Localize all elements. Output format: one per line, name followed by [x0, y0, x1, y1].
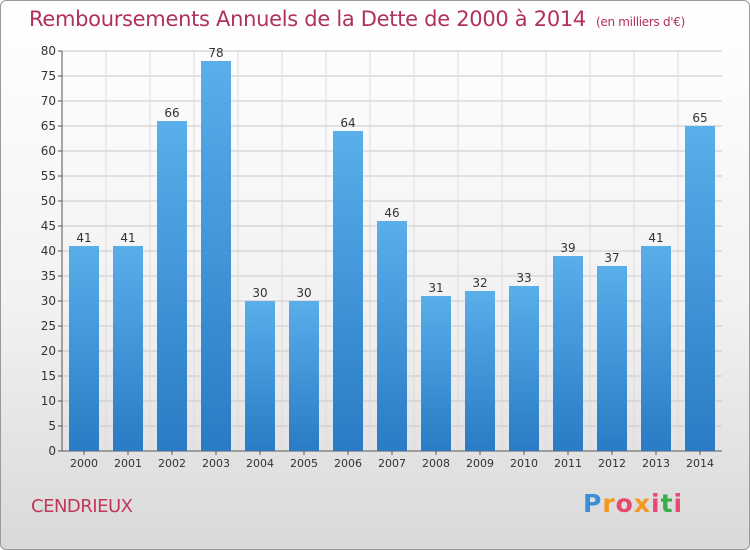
- x-tick-label: 2007: [378, 457, 406, 470]
- bar-value-label: 78: [208, 46, 223, 60]
- bars: [69, 61, 715, 451]
- y-tick-label: 45: [41, 219, 56, 233]
- chart-title-text: Remboursements Annuels de la Dette de 20…: [29, 7, 586, 31]
- y-tick-label: 70: [41, 94, 56, 108]
- y-tick-label: 50: [41, 194, 56, 208]
- y-tick-label: 10: [41, 394, 56, 408]
- x-tick-label: 2003: [202, 457, 230, 470]
- logo-letter: i: [651, 489, 661, 518]
- y-tick-label: 0: [48, 444, 56, 458]
- y-tick-label: 75: [41, 69, 56, 83]
- y-tick-label: 80: [41, 44, 56, 58]
- bar-value-label: 32: [472, 276, 487, 290]
- bar: [245, 301, 275, 451]
- x-tick-label: 2010: [510, 457, 538, 470]
- bar-value-label: 33: [516, 271, 531, 285]
- logo-letter: x: [633, 489, 651, 518]
- bar: [465, 291, 495, 451]
- bar-value-label: 65: [692, 111, 707, 125]
- bar-value-label: 30: [296, 286, 311, 300]
- bar-value-label: 39: [560, 241, 575, 255]
- logo-letter: t: [660, 489, 674, 518]
- x-tick-label: 2004: [246, 457, 274, 470]
- bar: [597, 266, 627, 451]
- bar: [553, 256, 583, 451]
- bar: [113, 246, 143, 451]
- x-tick-label: 2013: [642, 457, 670, 470]
- value-labels: 41 41 66 78 30 30 64 46 31 32 33 39 37 41 65: [76, 46, 707, 300]
- y-tick-label: 30: [41, 294, 56, 308]
- bar-value-label: 46: [384, 206, 399, 220]
- commune-name: CENDRIEUX: [31, 496, 133, 517]
- bar: [685, 126, 715, 451]
- bar-value-label: 66: [164, 106, 179, 120]
- x-tick-label: 2008: [422, 457, 450, 470]
- bar: [509, 286, 539, 451]
- x-tick-label: 2000: [70, 457, 98, 470]
- logo-letter: o: [615, 489, 634, 518]
- chart-title: Remboursements Annuels de la Dette de 20…: [29, 7, 685, 31]
- logo-letter: r: [602, 489, 616, 518]
- proxiti-logo: Proxiti: [583, 489, 683, 518]
- x-tick-label: 2002: [158, 457, 186, 470]
- x-tick-label: 2006: [334, 457, 362, 470]
- bar: [289, 301, 319, 451]
- bar: [377, 221, 407, 451]
- bar-value-label: 30: [252, 286, 267, 300]
- bar-value-label: 41: [120, 231, 135, 245]
- bar-value-label: 41: [648, 231, 663, 245]
- y-tick-label: 40: [41, 244, 56, 258]
- bar: [201, 61, 231, 451]
- x-tick-label: 2005: [290, 457, 318, 470]
- bar-value-label: 41: [76, 231, 91, 245]
- y-tick-label: 5: [48, 419, 56, 433]
- logo-letter: P: [583, 489, 603, 518]
- x-tick-label: 2012: [598, 457, 626, 470]
- bar: [69, 246, 99, 451]
- y-tick-label: 20: [41, 344, 56, 358]
- chart-unit: (en milliers d'€): [596, 15, 686, 29]
- bar: [157, 121, 187, 451]
- tick-labels: 0 5 10 15 20 25 30 35 40 45 50 55 60 65 70 75 80 2000 2001…: [41, 44, 714, 470]
- bar-value-label: 64: [340, 116, 355, 130]
- y-tick-label: 25: [41, 319, 56, 333]
- y-tick-label: 15: [41, 369, 56, 383]
- x-tick-label: 2014: [686, 457, 714, 470]
- bar-value-label: 37: [604, 251, 619, 265]
- y-tick-label: 55: [41, 169, 56, 183]
- x-tick-label: 2009: [466, 457, 494, 470]
- y-tick-label: 60: [41, 144, 56, 158]
- logo-letter: i: [673, 489, 684, 518]
- bar-value-label: 31: [428, 281, 443, 295]
- y-tick-label: 65: [41, 119, 56, 133]
- x-tick-label: 2001: [114, 457, 142, 470]
- y-tick-label: 35: [41, 269, 56, 283]
- bar: [421, 296, 451, 451]
- bar: [641, 246, 671, 451]
- bar: [333, 131, 363, 451]
- x-tick-label: 2011: [554, 457, 582, 470]
